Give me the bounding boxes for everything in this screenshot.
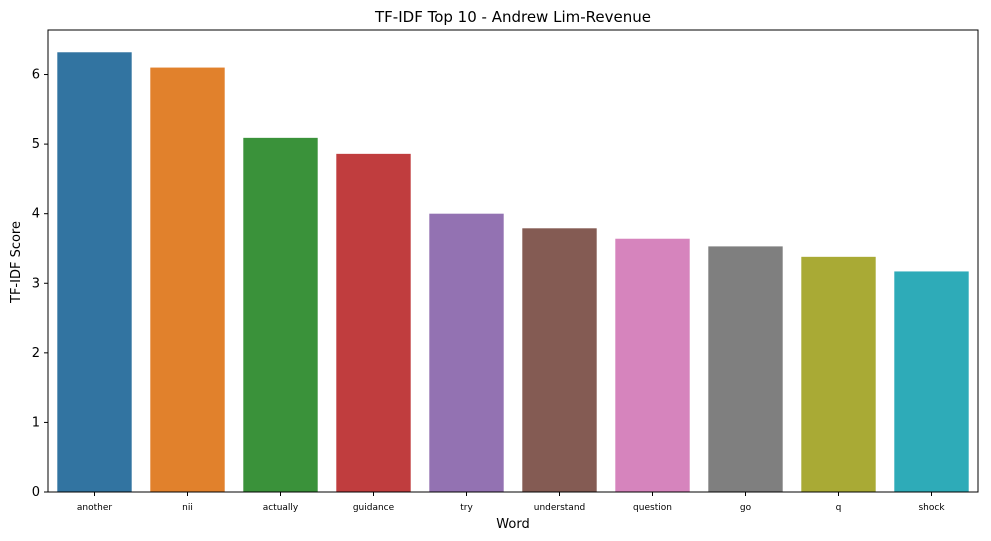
bar-try xyxy=(429,213,504,492)
bar-guidance xyxy=(336,153,411,492)
plot-frame xyxy=(47,29,979,493)
bar-nii xyxy=(150,67,225,492)
y-axis-label: TF-IDF Score xyxy=(9,221,24,304)
chart-title: TF-IDF Top 10 - Andrew Lim-Revenue xyxy=(374,8,651,26)
y-tick-label: 4 xyxy=(32,207,40,222)
x-axis-label: Word xyxy=(496,517,529,532)
x-tick-label: understand xyxy=(534,503,586,513)
y-ticks-group: 0 1 2 3 4 5 6 xyxy=(32,68,48,500)
x-tick-label: nii xyxy=(182,503,193,513)
bars-group xyxy=(57,52,969,493)
bar-understand xyxy=(522,228,597,493)
x-tick-label: try xyxy=(460,503,473,513)
x-tick-label: shock xyxy=(918,503,945,513)
y-tick-label: 1 xyxy=(32,415,40,430)
x-tick-label: q xyxy=(836,503,842,513)
bar-question xyxy=(615,238,690,492)
x-tick-label: actually xyxy=(263,503,299,513)
bar-q xyxy=(801,256,876,492)
y-tick-label: 3 xyxy=(32,276,40,291)
bar-shock xyxy=(894,271,969,492)
y-tick-label: 5 xyxy=(32,137,40,152)
x-tick-label: guidance xyxy=(353,503,395,513)
y-tick-label: 2 xyxy=(32,346,40,361)
bar-actually xyxy=(243,137,318,492)
x-ticks-group: another nii actually guidance try understand q… xyxy=(77,492,945,513)
bar-another xyxy=(57,52,132,493)
bar-go xyxy=(708,246,783,492)
x-tick-label: question xyxy=(633,503,672,513)
x-tick-label: go xyxy=(740,503,752,513)
y-tick-label: 0 xyxy=(32,485,40,500)
x-tick-label: another xyxy=(77,503,112,513)
y-tick-label: 6 xyxy=(32,68,40,83)
